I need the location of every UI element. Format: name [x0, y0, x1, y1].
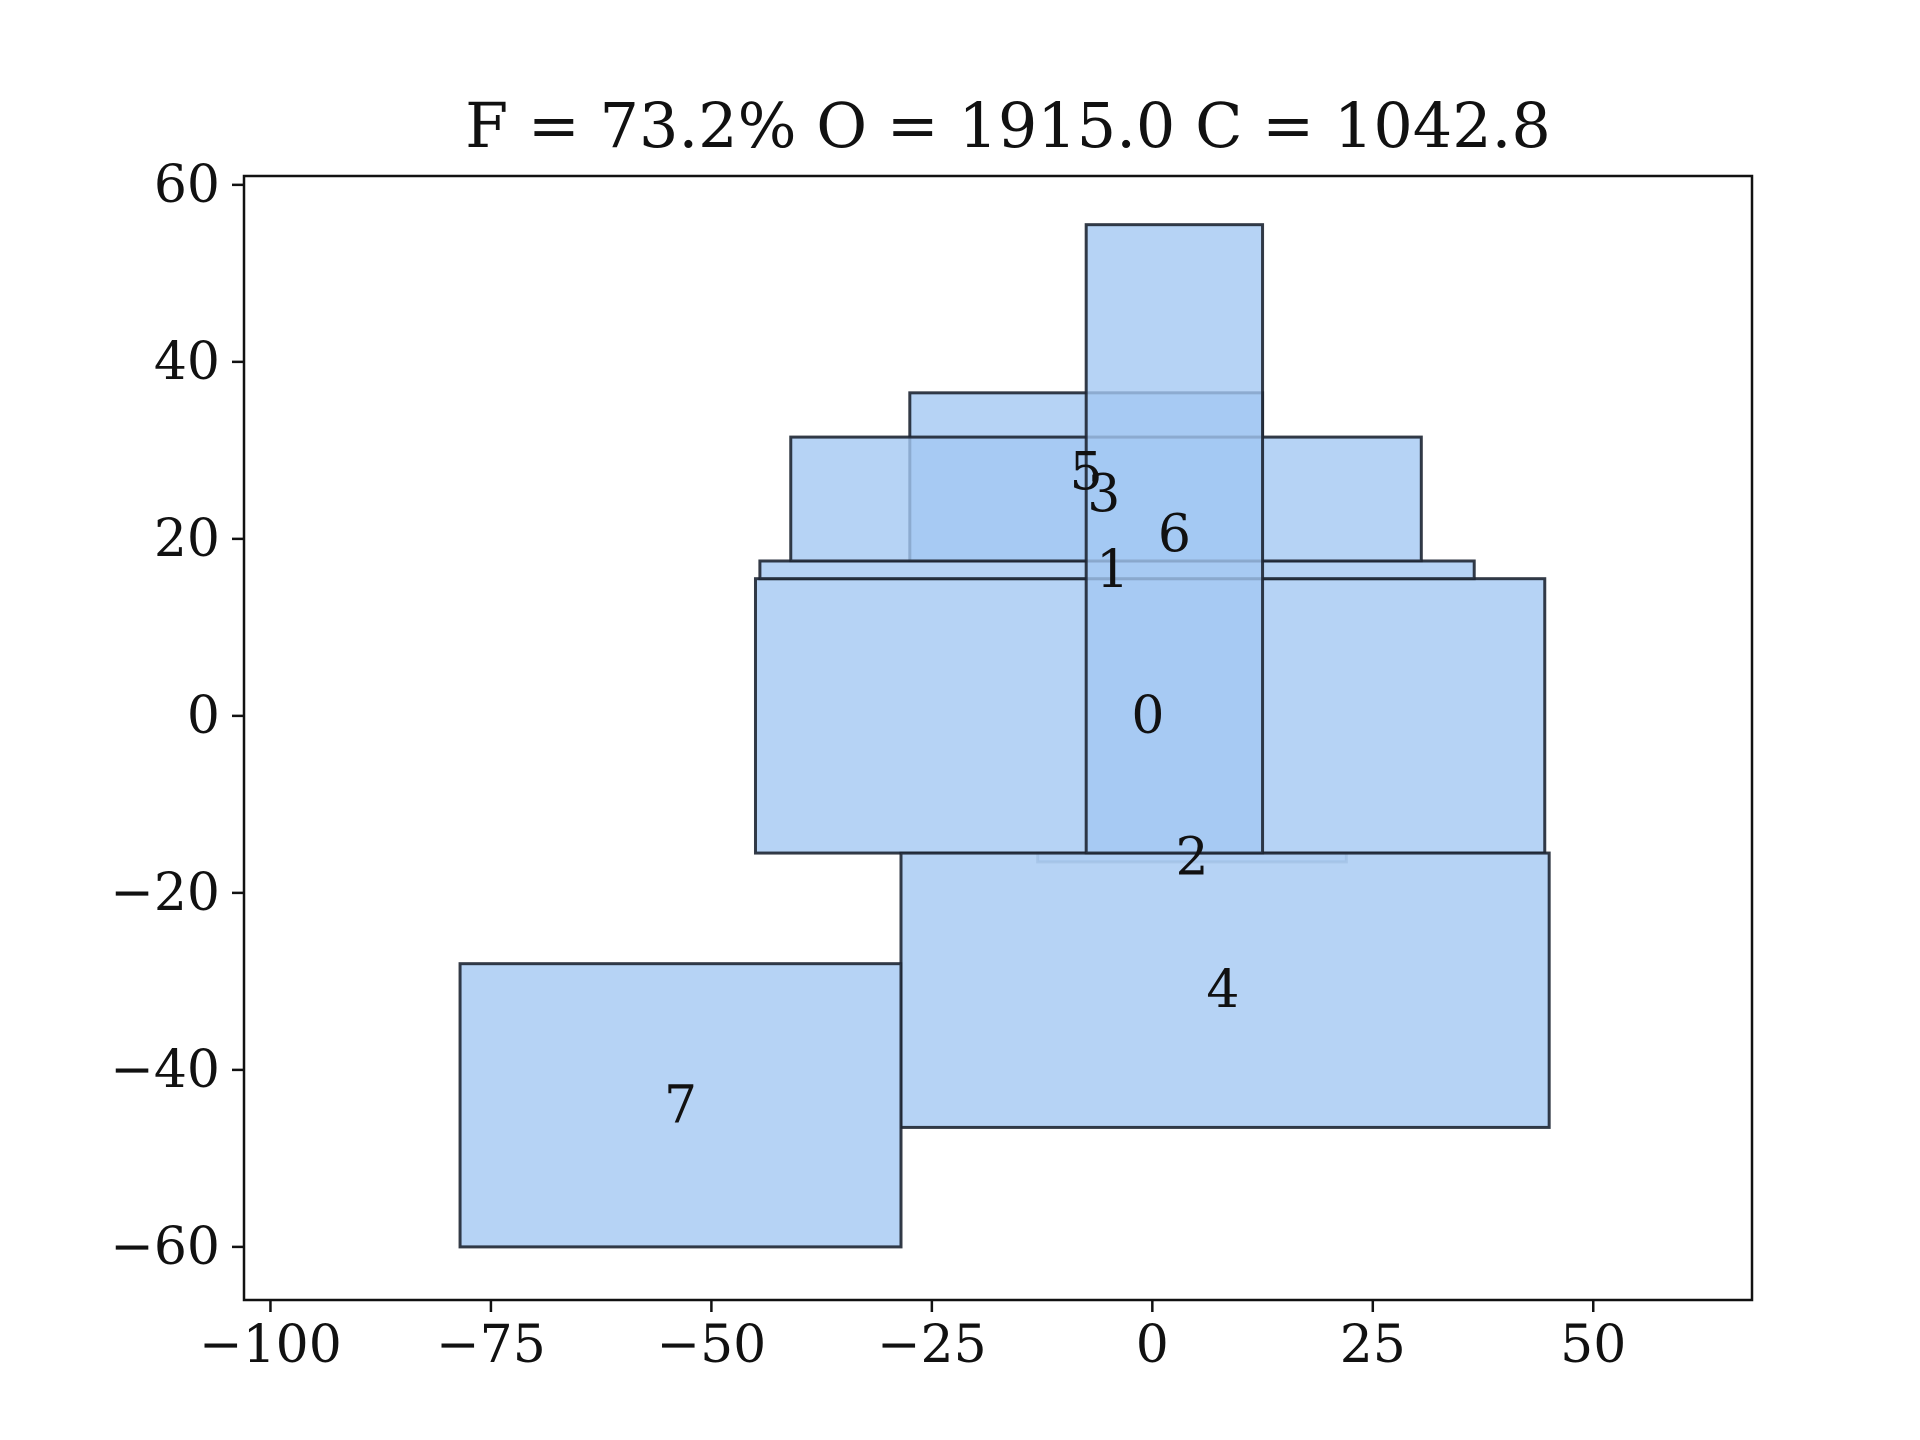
rectangle-label-0: 0: [1131, 686, 1164, 746]
y-tick-label-60: 60: [154, 155, 220, 215]
chart-title: F = 73.2% O = 1915.0 C = 1042.8: [465, 89, 1551, 162]
plot-frame: [242, 174, 1754, 1302]
x-tick-label-50: 50: [1560, 1315, 1626, 1375]
y-tick-label--60: −60: [110, 1217, 220, 1277]
x-tick-label-25: 25: [1340, 1315, 1406, 1375]
x-tick-label--75: −75: [436, 1315, 546, 1375]
y-tick-label--20: −20: [110, 863, 220, 923]
rectangles-group: [458, 223, 1551, 1249]
rectangle-label-3: 3: [1087, 465, 1120, 525]
rectangle-label-1: 1: [1096, 540, 1129, 600]
rectangle-label-6: 6: [1158, 504, 1191, 564]
rectangle-7: [458, 962, 903, 1249]
y-tick-label-40: 40: [154, 332, 220, 392]
y-tick-label-20: 20: [154, 509, 220, 569]
x-tick-label--100: −100: [199, 1315, 342, 1375]
rectangle-label-5: 5: [1070, 442, 1103, 502]
rectangle-4: [899, 851, 1551, 1129]
y-tick-label--40: −40: [110, 1040, 220, 1100]
rectangle-label-2: 2: [1175, 827, 1208, 887]
rectangle-label-4: 4: [1206, 960, 1239, 1020]
y-tick-label-0: 0: [187, 686, 220, 746]
x-tick-label--50: −50: [657, 1315, 767, 1375]
rectangle-label-7: 7: [664, 1075, 697, 1135]
rectangle-labels-group: 0 1 2 3 4 56 7: [664, 442, 1239, 1135]
x-tick-label--25: −25: [877, 1315, 987, 1375]
rectangle-6: [1084, 223, 1265, 855]
x-tick-label-0: 0: [1136, 1315, 1169, 1375]
